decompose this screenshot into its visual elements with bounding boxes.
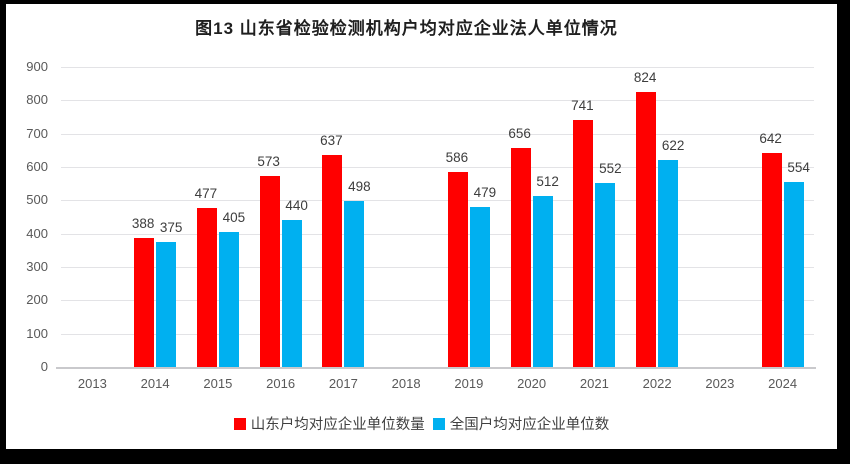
value-label: 388 bbox=[131, 215, 155, 231]
value-label: 573 bbox=[257, 154, 280, 169]
bar-national bbox=[469, 207, 490, 367]
legend: 山东户均对应企业单位数量 全国户均对应企业单位数 bbox=[6, 413, 837, 434]
x-tick-label: 2016 bbox=[266, 376, 296, 391]
value-label: 622 bbox=[661, 137, 685, 153]
bar-shandong bbox=[510, 148, 531, 367]
value-label: 637 bbox=[320, 132, 343, 148]
bar-shandong bbox=[761, 153, 782, 367]
value-label: 512 bbox=[536, 174, 559, 190]
bar-national bbox=[595, 183, 616, 367]
y-tick-label: 900 bbox=[26, 59, 48, 74]
gridline bbox=[61, 233, 814, 235]
bar-national bbox=[156, 242, 177, 367]
gridline bbox=[61, 100, 814, 102]
y-tick-label: 800 bbox=[26, 92, 48, 108]
value-label: 440 bbox=[285, 198, 308, 214]
legend-label: 山东户均对应企业单位数量 bbox=[250, 417, 425, 433]
y-tick-label: 300 bbox=[26, 259, 48, 274]
value-label: 554 bbox=[787, 160, 810, 176]
y-tick-label: 0 bbox=[40, 359, 48, 374]
x-tick-label: 2021 bbox=[579, 376, 609, 391]
x-tick-label: 2023 bbox=[705, 376, 735, 391]
y-tick-label: 500 bbox=[26, 192, 48, 208]
x-tick-label: 2014 bbox=[140, 376, 170, 391]
value-label: 741 bbox=[571, 98, 594, 113]
x-tick-label: 2020 bbox=[517, 376, 547, 391]
x-tick-label: 2019 bbox=[454, 376, 484, 391]
value-label: 642 bbox=[759, 131, 782, 146]
value-label: 586 bbox=[445, 149, 469, 165]
bar-national bbox=[218, 232, 239, 367]
gridline bbox=[61, 167, 814, 168]
x-tick-label: 2015 bbox=[203, 376, 233, 391]
bar-shandong bbox=[447, 171, 468, 367]
legend-swatch-icon bbox=[432, 417, 445, 430]
bar-shandong bbox=[196, 208, 217, 367]
value-label: 479 bbox=[473, 185, 497, 201]
x-tick-label: 2017 bbox=[328, 376, 358, 391]
y-tick-label: 600 bbox=[26, 159, 48, 174]
gridline bbox=[61, 133, 814, 135]
y-tick-label: 400 bbox=[26, 225, 48, 241]
bar-national bbox=[532, 196, 553, 367]
value-label: 552 bbox=[599, 161, 622, 176]
value-label: 375 bbox=[159, 220, 183, 235]
x-tick-label: 2018 bbox=[391, 376, 421, 391]
legend-label: 全国户均对应企业单位数 bbox=[449, 417, 610, 433]
bar-national bbox=[783, 182, 804, 367]
legend-swatch-icon bbox=[233, 417, 246, 430]
legend-item-shandong: 山东户均对应企业单位数量 bbox=[233, 413, 425, 434]
value-label: 477 bbox=[194, 186, 218, 201]
y-tick-label: 100 bbox=[26, 325, 48, 341]
value-label: 824 bbox=[633, 70, 657, 86]
chart-canvas: 图13 山东省检验检测机构户均对应企业法人单位情况 山东户均对应企业单位数量 全国… bbox=[6, 4, 837, 449]
gridline bbox=[61, 267, 814, 268]
x-axis-line bbox=[56, 367, 816, 369]
gridline bbox=[61, 333, 814, 335]
value-label: 498 bbox=[348, 179, 371, 194]
x-tick-label: 2024 bbox=[768, 376, 798, 391]
x-tick-label: 2022 bbox=[642, 376, 672, 391]
value-label: 405 bbox=[222, 210, 246, 225]
chart-title: 图13 山东省检验检测机构户均对应企业法人单位情况 bbox=[195, 19, 618, 38]
value-label: 656 bbox=[508, 126, 531, 142]
legend-item-national: 全国户均对应企业单位数 bbox=[432, 413, 610, 434]
bar-shandong bbox=[134, 237, 155, 367]
bar-national bbox=[344, 201, 365, 367]
bar-national bbox=[281, 220, 302, 367]
gridline bbox=[61, 67, 814, 68]
bar-shandong bbox=[636, 92, 657, 367]
gridline bbox=[61, 200, 814, 202]
bar-shandong bbox=[259, 176, 280, 367]
bar-shandong bbox=[322, 154, 343, 367]
y-tick-label: 200 bbox=[26, 292, 48, 308]
y-tick-label: 700 bbox=[26, 125, 48, 141]
x-tick-label: 2013 bbox=[77, 376, 107, 391]
gridline bbox=[61, 300, 814, 302]
bar-shandong bbox=[573, 120, 594, 367]
bar-national bbox=[658, 159, 679, 367]
